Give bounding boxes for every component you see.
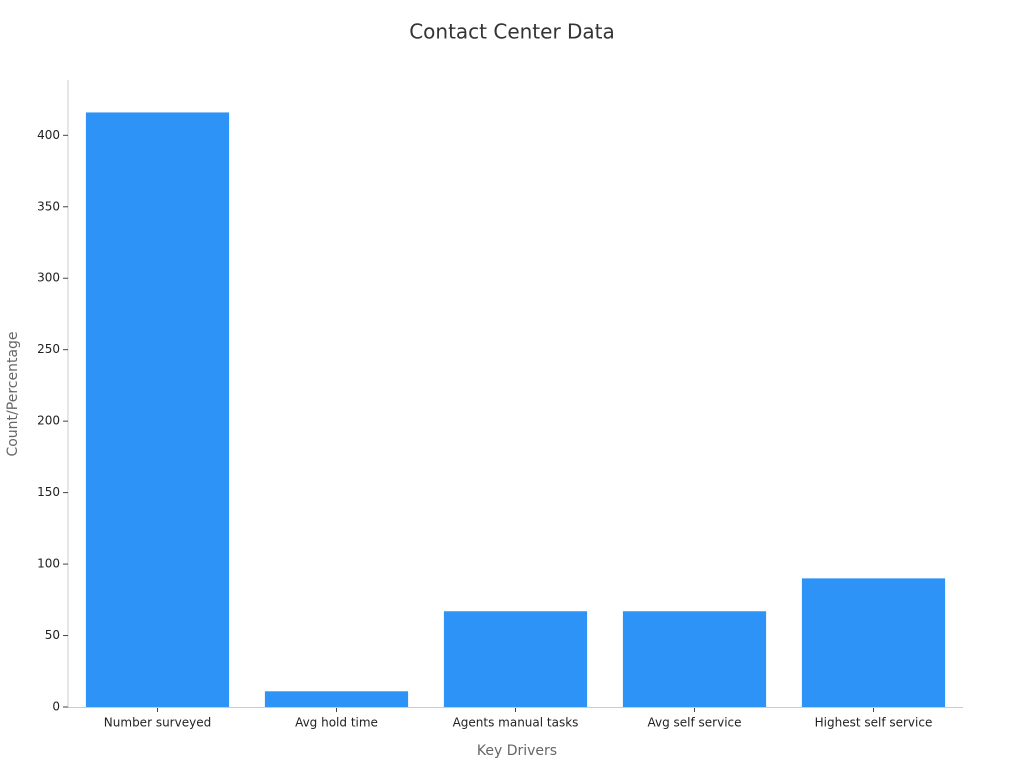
y-tick-label: 200 xyxy=(37,414,60,428)
y-tick-label: 400 xyxy=(37,128,60,142)
y-tick-label: 50 xyxy=(45,628,60,642)
x-tick-label: Avg self service xyxy=(647,716,741,730)
y-tick-label: 100 xyxy=(37,557,60,571)
y-tick-label: 150 xyxy=(37,485,60,499)
bar xyxy=(264,691,409,707)
y-tick-label: 300 xyxy=(37,271,60,285)
x-tick-label: Number surveyed xyxy=(104,716,211,730)
y-axis-label: Count/Percentage xyxy=(5,331,21,456)
bar xyxy=(85,112,230,707)
y-tick-label: 350 xyxy=(37,199,60,213)
bar xyxy=(801,578,946,707)
x-tick-label: Avg hold time xyxy=(295,716,378,730)
y-tick-label: 0 xyxy=(52,700,60,714)
bar xyxy=(443,611,588,707)
chart-title: Contact Center Data xyxy=(409,20,615,44)
x-tick-label: Agents manual tasks xyxy=(453,716,579,730)
bar xyxy=(622,611,767,707)
x-axis-label: Key Drivers xyxy=(477,743,557,759)
x-tick-label: Highest self service xyxy=(815,716,933,730)
y-tick-label: 250 xyxy=(37,342,60,356)
